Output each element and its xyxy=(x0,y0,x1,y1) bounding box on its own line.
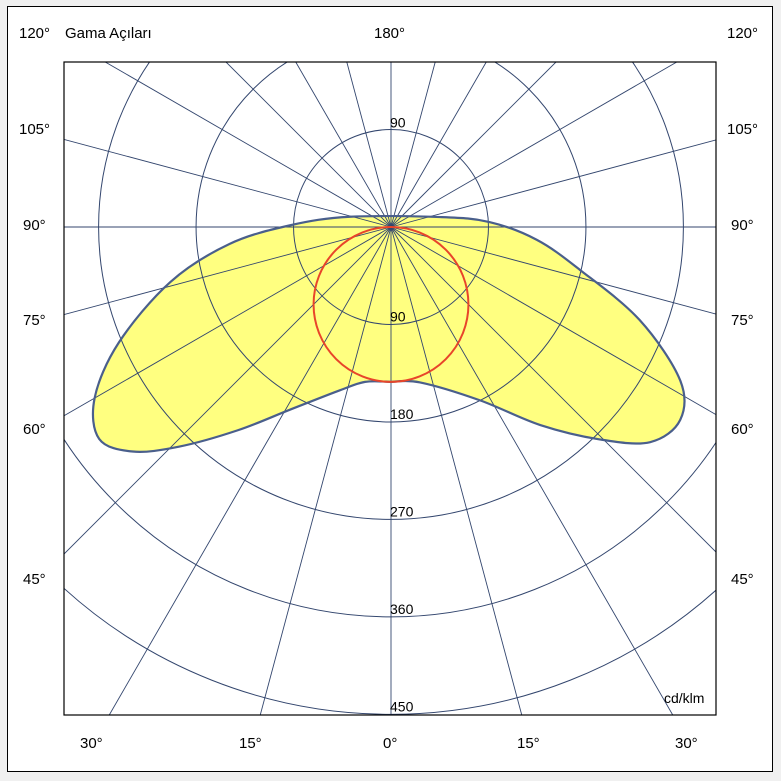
left-angle-label: 105° xyxy=(19,121,51,138)
bottom-angle-label: 30° xyxy=(80,735,103,752)
grid-spoke xyxy=(64,226,392,555)
left-angle-label: 90° xyxy=(23,217,46,234)
grid-spoke xyxy=(108,226,392,715)
left-angle-label: 120° xyxy=(19,25,51,42)
grid-spoke xyxy=(64,226,392,316)
right-angle-label: 120° xyxy=(727,25,759,42)
grid-spoke xyxy=(64,138,392,228)
top-angle-label: 180° xyxy=(374,25,406,42)
unit-label: cd/klm xyxy=(664,690,705,706)
ring-label: 270 xyxy=(390,503,414,519)
grid-spoke xyxy=(64,226,392,417)
grid-spoke xyxy=(390,139,716,228)
ring-label-upper: 90 xyxy=(390,115,406,131)
curve-outlines xyxy=(91,214,686,453)
c0-c180-fill xyxy=(92,216,685,452)
right-angle-label: 75° xyxy=(731,312,754,329)
left-angle-label: 60° xyxy=(23,421,46,438)
grid-spoke xyxy=(390,62,557,228)
right-angle-label: 105° xyxy=(727,121,759,138)
ring-label: 360 xyxy=(390,601,414,617)
grid-spoke xyxy=(390,62,678,228)
left-angle-label: 75° xyxy=(23,312,46,329)
grid-spoke xyxy=(346,62,392,228)
c0-c180-curve xyxy=(91,214,686,453)
grid-spoke xyxy=(295,62,392,228)
right-angle-label: 45° xyxy=(731,571,754,588)
grid-spoke xyxy=(390,226,716,416)
c90-c270-curve xyxy=(312,226,470,383)
grid-spoke xyxy=(225,62,392,228)
grid-spoke xyxy=(259,226,392,715)
grid-spoke xyxy=(390,226,716,553)
ring-label: 90 xyxy=(390,308,406,324)
bottom-angle-label: 30° xyxy=(675,735,698,752)
right-angle-label: 60° xyxy=(731,421,754,438)
bottom-angle-label: 15° xyxy=(239,735,262,752)
right-angle-label: 90° xyxy=(731,217,754,234)
grid-spoke xyxy=(104,62,392,228)
grid-spoke xyxy=(390,62,436,228)
plot-border xyxy=(63,61,717,716)
grid-spoke xyxy=(390,226,716,315)
grid-spoke xyxy=(390,62,487,228)
chart-title: Gama Açıları xyxy=(65,25,152,42)
left-angle-label: 45° xyxy=(23,571,46,588)
bottom-angle-label: 15° xyxy=(517,735,540,752)
ring-label: 450 xyxy=(390,698,414,714)
ring-label: 180 xyxy=(390,406,414,422)
grid-spoke xyxy=(390,226,674,715)
bottom-angle-label: 0° xyxy=(383,735,398,752)
grid-spoke xyxy=(390,226,523,715)
